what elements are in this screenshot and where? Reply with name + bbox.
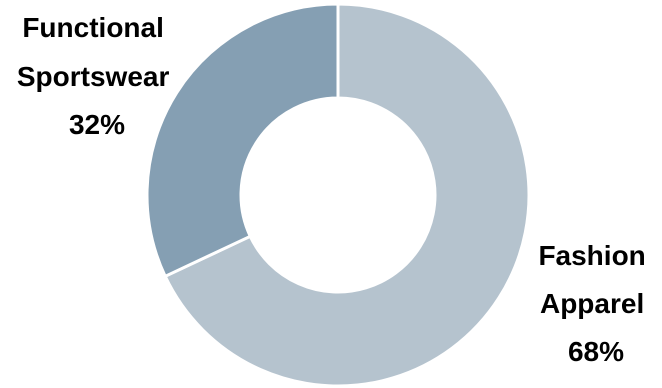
slice-label-functional-sportswear: Functional Sportswear 32% (17, 12, 177, 140)
slice-label-fashion-apparel-value: 68% (568, 336, 624, 367)
slice-label-functional-sportswear-line-2: Sportswear (17, 61, 170, 92)
slice-functional-sportswear (145, 2, 340, 278)
slice-fashion-apparel (163, 2, 531, 388)
labels-layer: Fashion Apparel 68% Functional Sportswea… (17, 12, 653, 367)
slice-label-functional-sportswear-value: 32% (69, 109, 125, 140)
slice-label-fashion-apparel-line-2: Apparel (540, 288, 644, 319)
slices-layer (145, 2, 531, 388)
slice-label-fashion-apparel-line-1: Fashion (538, 240, 645, 271)
slice-label-functional-sportswear-line-1: Functional (22, 12, 164, 43)
slice-label-fashion-apparel: Fashion Apparel 68% (538, 240, 653, 367)
